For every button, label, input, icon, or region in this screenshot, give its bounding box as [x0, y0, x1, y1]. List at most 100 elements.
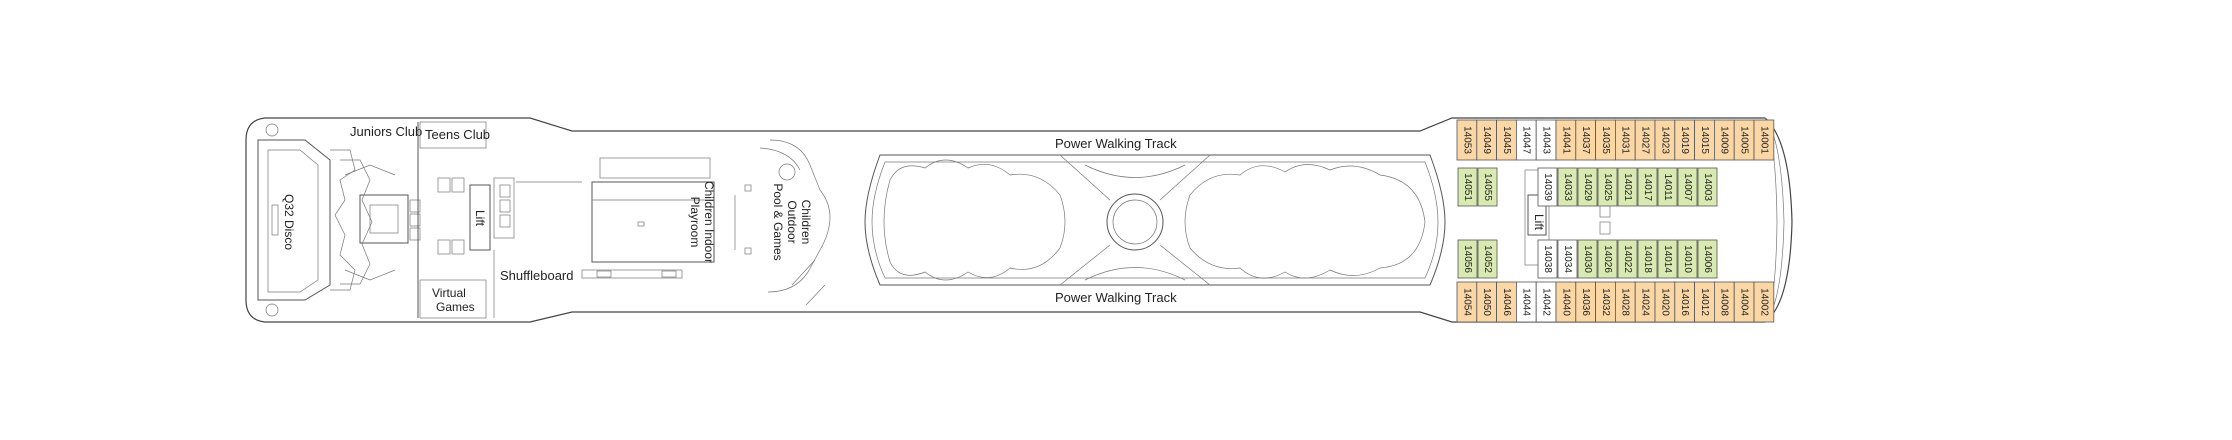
cabin-14025[interactable] — [1597, 167, 1618, 207]
cabin-number: 14010 — [1682, 245, 1693, 273]
cabin-number: 14053 — [1461, 126, 1472, 154]
cabin-number: 14047 — [1521, 126, 1532, 154]
cabin-number: 14023 — [1659, 126, 1670, 154]
cabin-number: 14037 — [1580, 126, 1591, 154]
cabin-number: 14015 — [1699, 126, 1710, 154]
cabin-number: 14054 — [1461, 288, 1472, 316]
children-indoor-label: Children Indoor — [702, 181, 716, 263]
cabin-14003[interactable] — [1697, 167, 1718, 207]
cabin-number: 14012 — [1699, 288, 1710, 316]
cabin-number: 14019 — [1679, 126, 1690, 154]
virtual-games-area: Virtual Games — [419, 279, 487, 319]
cabin-14022[interactable] — [1617, 239, 1638, 279]
cabin-number: 14025 — [1602, 173, 1613, 201]
cabin-number: 14045 — [1501, 126, 1512, 154]
cabin-number: 14055 — [1482, 173, 1493, 201]
cabin-number: 14007 — [1682, 173, 1693, 201]
cabin-number: 14030 — [1582, 245, 1593, 273]
cabin-number: 14014 — [1662, 245, 1673, 273]
juniors-club-label: Juniors Club — [350, 124, 422, 139]
shuffleboard-label: Shuffleboard — [500, 268, 574, 283]
cabin-number: 14026 — [1602, 245, 1613, 273]
cabin-14007[interactable] — [1677, 167, 1698, 207]
q32-disco-area: Q32 Disco — [257, 123, 331, 317]
cabin-number: 14032 — [1600, 288, 1611, 316]
cabin-14051[interactable] — [1457, 167, 1478, 207]
walking-track: Power Walking Track Power Walking Track — [864, 136, 1446, 305]
cabin-number: 14042 — [1540, 288, 1551, 316]
cabin-number: 14008 — [1719, 288, 1730, 316]
cabin-14001[interactable] — [1753, 119, 1775, 161]
walking-track-bottom-label: Power Walking Track — [1055, 290, 1177, 305]
cabin-number: 14031 — [1620, 126, 1631, 154]
cabin-number: 14027 — [1639, 126, 1650, 154]
cabin-number: 14024 — [1639, 288, 1650, 316]
walking-track-top-label: Power Walking Track — [1055, 136, 1177, 151]
cabin-14055[interactable] — [1477, 167, 1498, 207]
cabin-number: 14018 — [1642, 245, 1653, 273]
cabin-number: 14003 — [1702, 173, 1713, 201]
cabin-14018[interactable] — [1637, 239, 1658, 279]
cabin-14002[interactable] — [1753, 281, 1775, 323]
cabin-14006[interactable] — [1697, 239, 1718, 279]
qdisco-label: Q32 Disco — [282, 194, 296, 250]
cabin-14026[interactable] — [1597, 239, 1618, 279]
cabin-14056[interactable] — [1457, 239, 1478, 279]
cabin-number: 14028 — [1620, 288, 1631, 316]
cabin-number: 14011 — [1662, 173, 1673, 201]
cabin-14052[interactable] — [1477, 239, 1498, 279]
cabin-number: 14016 — [1679, 288, 1690, 316]
cabin-number: 14056 — [1462, 245, 1473, 273]
cabin-14039[interactable] — [1537, 167, 1558, 207]
forward-lift-area: Lift — [1524, 169, 1611, 266]
cabin-number: 14005 — [1738, 126, 1749, 154]
cabin-14029[interactable] — [1577, 167, 1598, 207]
children-outdoor-label-1: Children — [799, 200, 813, 245]
cabin-number: 14046 — [1501, 288, 1512, 316]
cabin-number: 14049 — [1481, 126, 1492, 154]
cabin-number: 14035 — [1600, 126, 1611, 154]
cabin-number: 14038 — [1542, 245, 1553, 273]
cabin-number: 14052 — [1482, 245, 1493, 273]
teens-club-label: Teens Club — [425, 127, 490, 142]
virtual-games-label-2: Games — [436, 300, 475, 314]
cabin-number: 14006 — [1702, 245, 1713, 273]
playroom-label: Playroom — [688, 197, 702, 248]
children-outdoor-label-2: Outdoor — [785, 200, 799, 243]
children-outdoor-label-3: Pool & Games — [771, 183, 785, 260]
cabin-number: 14051 — [1462, 173, 1473, 201]
cabin-number: 14044 — [1521, 288, 1532, 316]
children-indoor-playroom: Children Indoor Playroom — [591, 157, 716, 263]
cabin-number: 14036 — [1580, 288, 1591, 316]
cabin-number: 14020 — [1659, 288, 1670, 316]
cabin-14034[interactable] — [1557, 239, 1578, 279]
cabin-14011[interactable] — [1657, 167, 1678, 207]
virtual-games-label-1: Virtual — [432, 286, 466, 300]
cabin-number: 14021 — [1622, 173, 1633, 201]
cabin-14021[interactable] — [1617, 167, 1638, 207]
cabins-group: 14053 14049 14045 14047 14043 14041 14037 14035… — [1456, 119, 1775, 323]
cabin-number: 14004 — [1738, 288, 1749, 316]
cabin-14014[interactable] — [1657, 239, 1678, 279]
cabin-number: 14022 — [1622, 245, 1633, 273]
cabin-number: 14001 — [1758, 126, 1769, 154]
cabin-number: 14043 — [1540, 126, 1551, 154]
cabin-number: 14002 — [1758, 288, 1769, 316]
cabin-number: 14033 — [1562, 173, 1573, 201]
cabin-14030[interactable] — [1577, 239, 1598, 279]
juniors-club-area: Juniors Club — [330, 124, 422, 291]
shuffleboard-area: Shuffleboard — [493, 177, 683, 318]
lift-fwd-label: Lift — [1532, 214, 1546, 231]
cabin-number: 14034 — [1562, 245, 1573, 273]
cabin-number: 14050 — [1481, 288, 1492, 316]
cabin-14038[interactable] — [1537, 239, 1558, 279]
teens-club-area: Teens Club Lift — [417, 121, 491, 318]
cabin-number: 14029 — [1582, 173, 1593, 201]
cabin-14010[interactable] — [1677, 239, 1698, 279]
cabin-14017[interactable] — [1637, 167, 1658, 207]
lift-aft-label: Lift — [473, 210, 487, 227]
cabin-number: 14009 — [1719, 126, 1730, 154]
cabin-14033[interactable] — [1557, 167, 1578, 207]
cabin-number: 14041 — [1560, 126, 1571, 154]
